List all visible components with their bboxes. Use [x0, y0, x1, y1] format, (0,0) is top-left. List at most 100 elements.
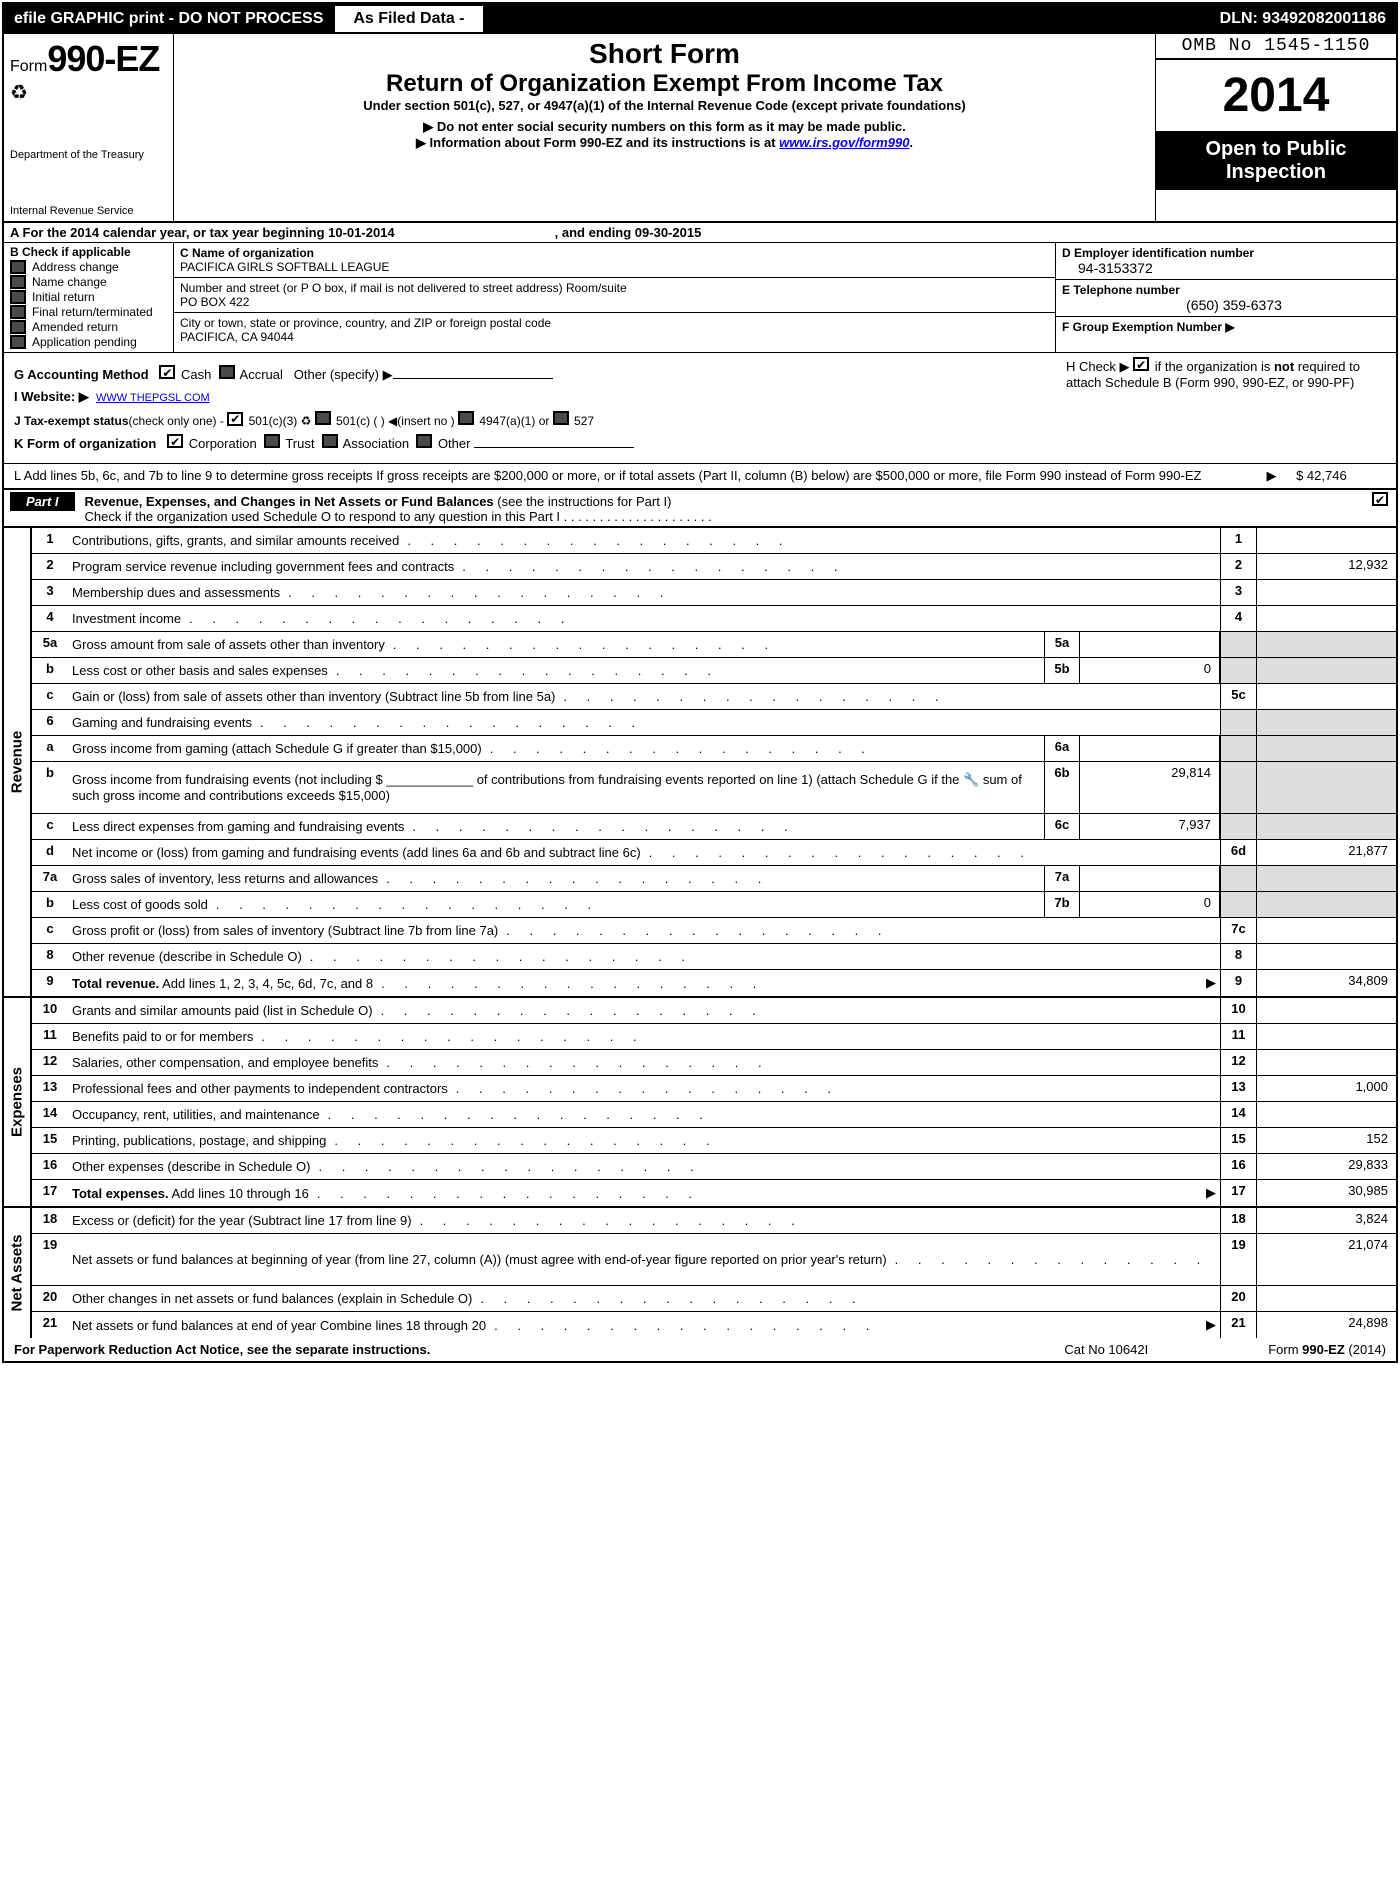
line-number: c [32, 684, 68, 709]
grid-body: 18Excess or (deficit) for the year (Subt… [32, 1208, 1396, 1338]
line-desc: Program service revenue including govern… [68, 554, 1220, 579]
checkbox-icon[interactable] [10, 335, 26, 349]
mid-line-number: 6b [1044, 762, 1080, 813]
row-l-text: L Add lines 5b, 6c, and 7b to line 9 to … [14, 468, 1201, 483]
k2-checkbox[interactable] [264, 434, 280, 448]
leader-dots: . . . . . . . . . . . . . . . . . [480, 1291, 1216, 1306]
line-desc: Gaming and fundraising events. . . . . .… [68, 710, 1220, 735]
line-number: 19 [32, 1234, 68, 1285]
k1-checkbox[interactable] [167, 434, 183, 448]
mid-line-value [1080, 736, 1220, 761]
checkbox-icon[interactable] [10, 290, 26, 304]
form-page: efile GRAPHIC print - DO NOT PROCESS As … [2, 2, 1398, 1363]
mid-line-number: 5b [1044, 658, 1080, 683]
leader-dots: . . . . . . . . . . . . . . . . . [563, 689, 1216, 704]
open-public: Open to Public Inspection [1156, 132, 1396, 190]
phone-block: E Telephone number (650) 359-6373 [1056, 280, 1396, 317]
line-number: 2 [32, 554, 68, 579]
line-desc: Occupancy, rent, utilities, and maintena… [68, 1102, 1220, 1127]
col-b-item: Amended return [10, 320, 167, 334]
checkbox-icon[interactable] [10, 260, 26, 274]
line-desc: Grants and similar amounts paid (list in… [68, 998, 1220, 1023]
h-not: not [1274, 359, 1294, 374]
h-check-box: H Check ▶ if the organization is not req… [1066, 357, 1386, 390]
website-link[interactable]: WWW THEPGSL COM [96, 392, 210, 404]
j2-checkbox[interactable] [315, 411, 331, 425]
end-line-value [1256, 684, 1396, 709]
leader-dots: . . . . . . . . . . . . . . . . . [381, 976, 1199, 991]
end-line-value [1256, 1050, 1396, 1075]
col-b-item-label: Name change [32, 275, 107, 289]
grid-row: 1Contributions, gifts, grants, and simil… [32, 528, 1396, 554]
end-line-number: 16 [1220, 1154, 1256, 1179]
line-desc: Membership dues and assessments. . . . .… [68, 580, 1220, 605]
section-ghijk: H Check ▶ if the organization is not req… [4, 353, 1396, 463]
j1-checkbox[interactable] [227, 412, 243, 426]
k4-checkbox[interactable] [416, 434, 432, 448]
ein-val: 94-3153372 [1062, 260, 1390, 276]
j-label: J Tax-exempt status [14, 414, 129, 428]
return-title: Return of Organization Exempt From Incom… [182, 70, 1147, 98]
ein-label: D Employer identification number [1062, 246, 1390, 260]
checkbox-icon[interactable] [10, 320, 26, 334]
grid-body: 1Contributions, gifts, grants, and simil… [32, 528, 1396, 996]
vertical-label-text: Expenses [9, 1067, 26, 1137]
g-cash-checkbox[interactable] [159, 365, 175, 379]
line-desc: Net assets or fund balances at beginning… [68, 1234, 1220, 1285]
do-not-enter: ▶ Do not enter social security numbers o… [182, 119, 1147, 135]
line-number: 4 [32, 606, 68, 631]
end-line-value [1256, 1102, 1396, 1127]
grid-row: 4Investment income. . . . . . . . . . . … [32, 606, 1396, 632]
h-pre: H Check ▶ [1066, 359, 1129, 374]
end-line-number: 9 [1220, 970, 1256, 996]
j3-checkbox[interactable] [458, 411, 474, 425]
info-link[interactable]: www.irs.gov/form990 [779, 135, 909, 150]
vertical-label: Expenses [4, 998, 32, 1206]
line-number: 16 [32, 1154, 68, 1179]
line-desc: Other revenue (describe in Schedule O). … [68, 944, 1220, 969]
g-other: Other (specify) ▶ [294, 367, 393, 382]
grid-row: 18Excess or (deficit) for the year (Subt… [32, 1208, 1396, 1234]
k-label: K Form of organization [14, 436, 156, 451]
end-line-number: 10 [1220, 998, 1256, 1023]
end-line-number: 18 [1220, 1208, 1256, 1233]
end-line-number: 6d [1220, 840, 1256, 865]
org-name-block: C Name of organization PACIFICA GIRLS SO… [174, 243, 1055, 278]
end-line-value [1256, 944, 1396, 969]
k3-checkbox[interactable] [322, 434, 338, 448]
grid-section: Expenses 10Grants and similar amounts pai… [4, 996, 1396, 1206]
end-line-number: 17 [1220, 1180, 1256, 1206]
end-line-number [1220, 658, 1256, 683]
row-a-label: A For the 2014 calendar year, or tax yea… [10, 225, 395, 240]
line-number: c [32, 814, 68, 839]
checkbox-icon[interactable] [10, 305, 26, 319]
col-b-item: Name change [10, 275, 167, 289]
j4-checkbox[interactable] [553, 411, 569, 425]
end-line-number: 2 [1220, 554, 1256, 579]
j3: 4947(a)(1) or [479, 414, 549, 428]
j2: 501(c) ( ) ◀(insert no ) [336, 414, 455, 428]
h-mid: if the organization is [1155, 359, 1274, 374]
leader-dots: . . . . . . . . . . . . . . . . . [310, 949, 1216, 964]
as-filed-label: As Filed Data - [333, 4, 484, 34]
mid-line-value: 0 [1080, 892, 1220, 917]
end-line-value: 1,000 [1256, 1076, 1396, 1101]
top-bar: efile GRAPHIC print - DO NOT PROCESS As … [4, 4, 1396, 34]
end-line-value: 29,833 [1256, 1154, 1396, 1179]
end-line-number [1220, 762, 1256, 813]
end-line-value [1256, 814, 1396, 839]
part1-checkbox[interactable] [1372, 492, 1388, 506]
g-accrual-checkbox[interactable] [219, 365, 235, 379]
leader-dots: . . . . . . . . . . . . . . . . . [288, 585, 1216, 600]
grid-row: 8Other revenue (describe in Schedule O).… [32, 944, 1396, 970]
h-checkbox[interactable] [1133, 357, 1149, 371]
k-other-blank [474, 447, 634, 448]
mid-line-number: 5a [1044, 632, 1080, 657]
grid-body: 10Grants and similar amounts paid (list … [32, 998, 1396, 1206]
checkbox-icon[interactable] [10, 275, 26, 289]
column-d: D Employer identification number 94-3153… [1056, 243, 1396, 352]
k3: Association [343, 436, 409, 451]
line-i: I Website: ▶ WWW THEPGSL COM [14, 389, 1386, 405]
g-label: G Accounting Method [14, 367, 149, 382]
grid-row: cGain or (loss) from sale of assets othe… [32, 684, 1396, 710]
